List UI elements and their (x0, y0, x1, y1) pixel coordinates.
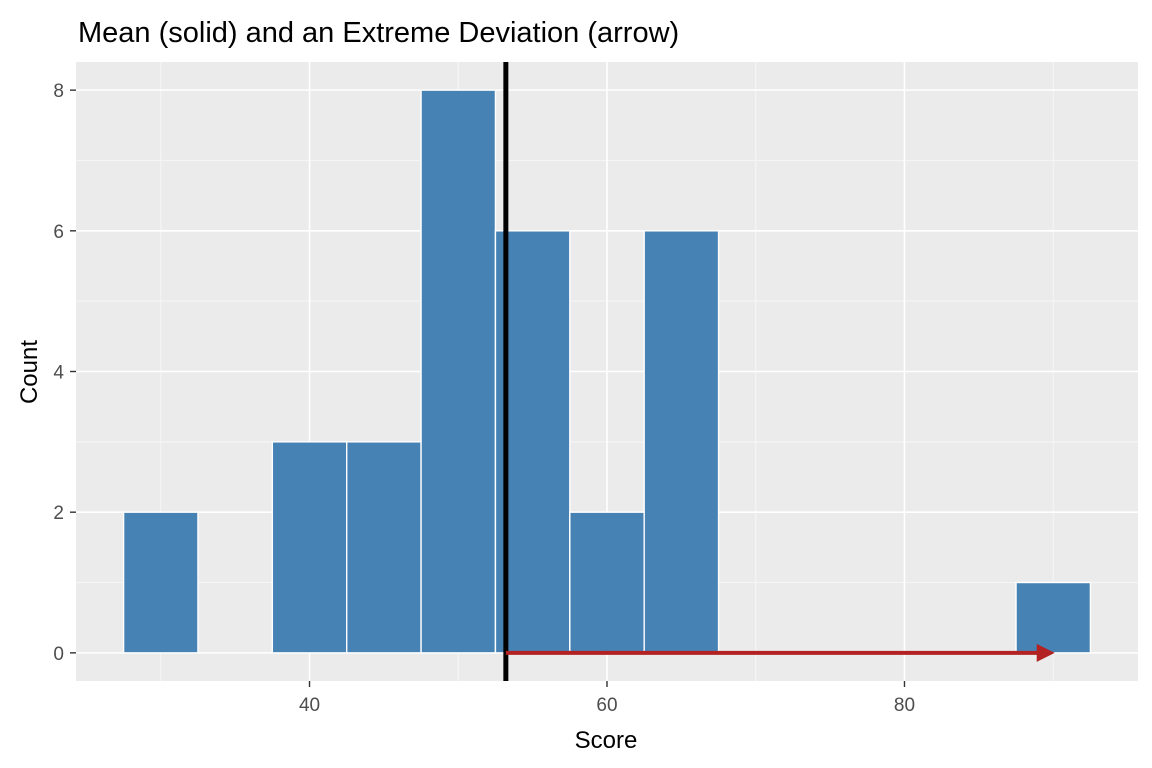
histogram-bar (569, 511, 645, 654)
histogram-bar (346, 441, 422, 654)
x-tick-label: 40 (299, 695, 320, 716)
x-axis: 40 60 80 (299, 681, 915, 716)
y-tick-label: 8 (53, 81, 64, 102)
histogram-bar (122, 511, 199, 654)
x-tick-label: 80 (894, 695, 915, 716)
deviation-arrow-head (1036, 643, 1055, 662)
y-axis-title: Count (16, 340, 43, 404)
histogram-bar (1015, 581, 1092, 654)
chart-title: Mean (solid) and an Extreme Deviation (a… (78, 17, 679, 49)
x-axis-title: Score (575, 727, 638, 754)
y-tick-label: 0 (53, 644, 64, 665)
histogram-bars (122, 89, 1092, 654)
histogram-bar (643, 230, 720, 654)
histogram-bar (420, 89, 497, 654)
histogram-bar (271, 441, 348, 654)
deviation-arrow-group (505, 643, 1055, 662)
y-tick-label: 4 (53, 363, 64, 384)
y-tick-label: 6 (53, 222, 64, 243)
y-axis: 0 2 4 6 8 (53, 81, 76, 665)
y-tick-label: 2 (53, 503, 64, 524)
x-tick-label: 60 (596, 695, 617, 716)
